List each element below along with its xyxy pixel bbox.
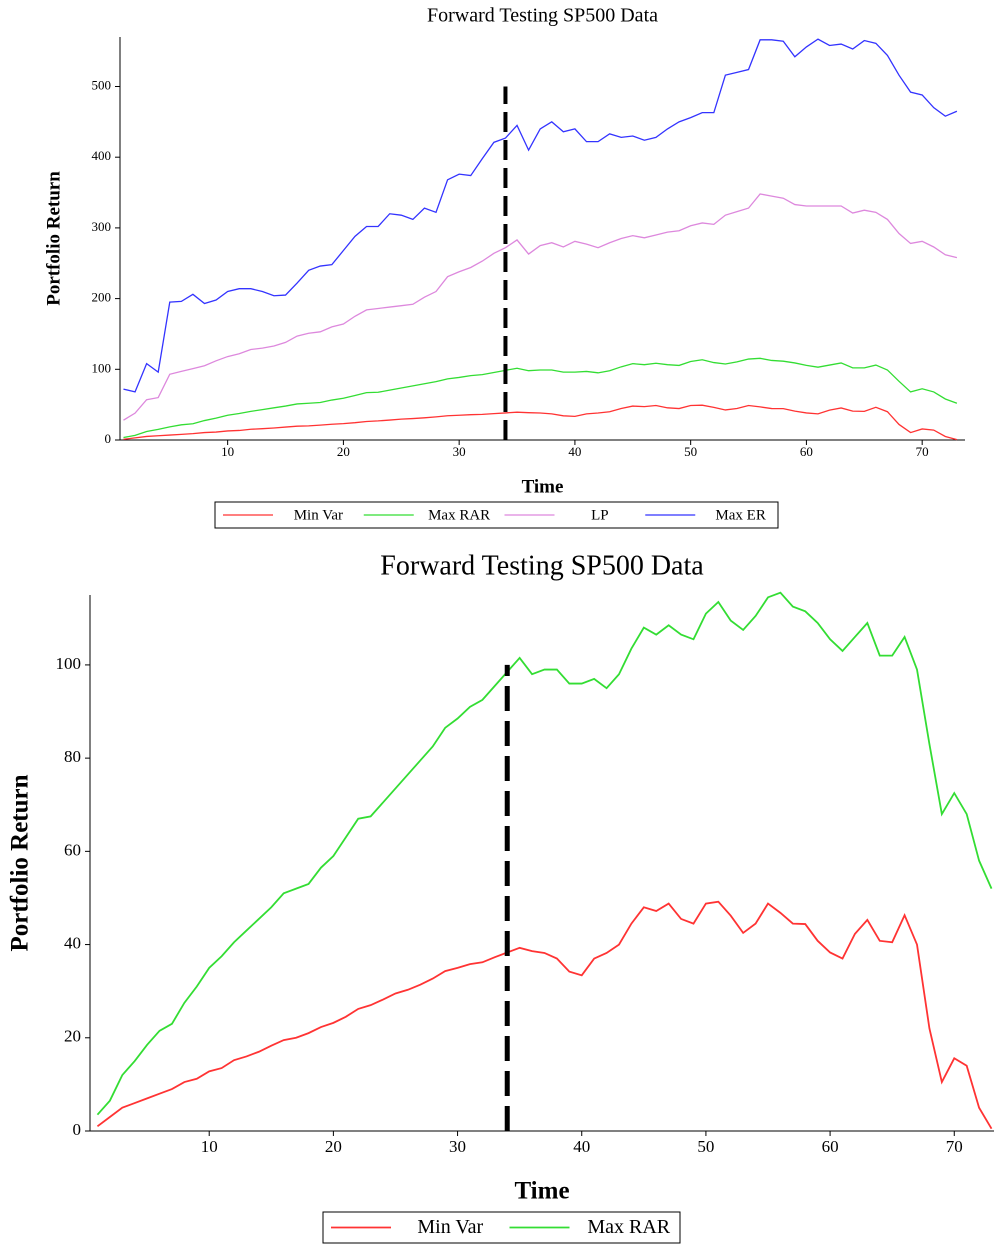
y-axis-label: Portfolio Return (43, 171, 64, 306)
x-tick-label: 50 (684, 444, 697, 459)
y-tick-label: 300 (92, 219, 112, 234)
y-tick-label: 200 (92, 290, 112, 305)
x-tick-label: 30 (449, 1137, 466, 1156)
x-tick-label: 10 (201, 1137, 218, 1156)
x-tick-label: 10 (221, 444, 234, 459)
y-tick-label: 500 (92, 77, 112, 92)
x-tick-label: 50 (697, 1137, 714, 1156)
y-tick-label: 0 (73, 1120, 82, 1139)
series-line (123, 357, 958, 439)
y-tick-label: 40 (64, 933, 81, 952)
x-tick-label: 30 (453, 444, 466, 459)
y-tick-label: 60 (64, 840, 81, 859)
series-line (123, 38, 958, 393)
x-tick-label: 40 (573, 1137, 590, 1156)
legend-label: Max RAR (428, 507, 490, 523)
legend-label: Min Var (294, 507, 343, 523)
y-tick-label: 80 (64, 747, 81, 766)
x-tick-label: 70 (916, 444, 929, 459)
x-tick-label: 20 (337, 444, 350, 459)
legend-label: Max RAR (587, 1216, 670, 1238)
y-tick-label: 0 (105, 431, 112, 446)
y-tick-label: 100 (92, 360, 112, 375)
x-tick-label: 20 (325, 1137, 342, 1156)
x-axis-label: Time (522, 476, 564, 497)
y-tick-label: 400 (92, 148, 112, 163)
y-axis-label: Portfolio Return (7, 774, 34, 951)
legend-label: LP (591, 507, 609, 523)
series-line (123, 193, 958, 421)
chart-title: Forward Testing SP500 Data (427, 5, 658, 27)
x-tick-label: 60 (800, 444, 813, 459)
x-tick-label: 60 (822, 1137, 839, 1156)
legend-label: Min Var (417, 1216, 483, 1238)
legend-label: Max ER (715, 507, 765, 523)
y-tick-label: 100 (56, 654, 82, 673)
chart-title: Forward Testing SP500 Data (380, 550, 704, 581)
x-tick-label: 70 (946, 1137, 963, 1156)
series-line (123, 404, 958, 441)
x-tick-label: 40 (568, 444, 581, 459)
y-tick-label: 20 (64, 1027, 81, 1046)
series-line (96, 591, 993, 1116)
series-line (96, 900, 993, 1130)
x-axis-label: Time (514, 1178, 569, 1205)
